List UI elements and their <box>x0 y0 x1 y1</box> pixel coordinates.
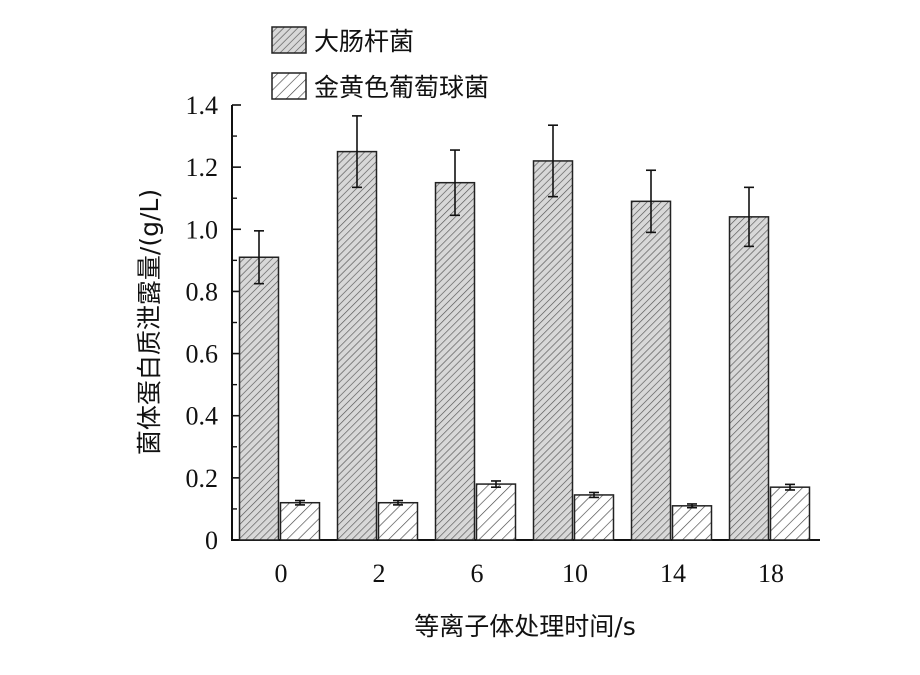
y-tick-label: 1.2 <box>186 153 219 182</box>
y-tick-label: 0 <box>205 526 218 555</box>
y-tick-label: 1.4 <box>186 91 219 120</box>
legend: 大肠杆菌 金黄色葡萄球菌 <box>271 26 489 102</box>
legend-label-series-1: 大肠杆菌 <box>314 27 414 56</box>
bar-series-1[interactable] <box>532 160 574 541</box>
x-tick-label: 6 <box>471 559 484 588</box>
y-tick-label: 0.8 <box>186 277 219 306</box>
legend-entry-series-2[interactable]: 金黄色葡萄球菌 <box>271 72 489 102</box>
bar-series-1[interactable] <box>630 200 672 541</box>
bar-series-2[interactable] <box>475 483 517 541</box>
x-tick-label: 10 <box>562 559 588 588</box>
y-tick-label: 0.2 <box>186 464 219 493</box>
x-tick-label: 0 <box>275 559 288 588</box>
bar-series-1[interactable] <box>434 181 476 541</box>
y-tick-label: 0.4 <box>186 402 219 431</box>
legend-label-series-2: 金黄色葡萄球菌 <box>314 73 489 102</box>
bar-series-2[interactable] <box>377 501 419 541</box>
legend-swatch-series-2 <box>271 72 307 100</box>
bar-series-1[interactable] <box>238 256 280 541</box>
bar-series-1[interactable] <box>728 216 770 541</box>
legend-swatch-series-1 <box>271 26 307 54</box>
bar-series-2[interactable] <box>769 486 811 541</box>
bar-series-2[interactable] <box>279 501 321 541</box>
x-tick-label: 2 <box>373 559 386 588</box>
x-tick-label: 18 <box>758 559 784 588</box>
legend-entry-series-1[interactable]: 大肠杆菌 <box>271 26 414 56</box>
x-axis-title: 等离子体处理时间/s <box>414 612 635 641</box>
bars <box>238 115 811 541</box>
bar-series-1[interactable] <box>336 150 378 541</box>
y-tick-label: 1.0 <box>186 215 219 244</box>
axes: 0 0.2 0.4 0.6 0.8 1.0 1.2 1.4 0 2 6 10 14 18 <box>186 91 820 588</box>
bar-series-2[interactable] <box>671 505 713 541</box>
y-tick-label: 0.6 <box>186 340 219 369</box>
y-axis-title: 菌体蛋白质泄露量/(g/L) <box>135 189 164 455</box>
x-tick-label: 14 <box>660 559 686 588</box>
bar-series-2[interactable] <box>573 494 615 541</box>
